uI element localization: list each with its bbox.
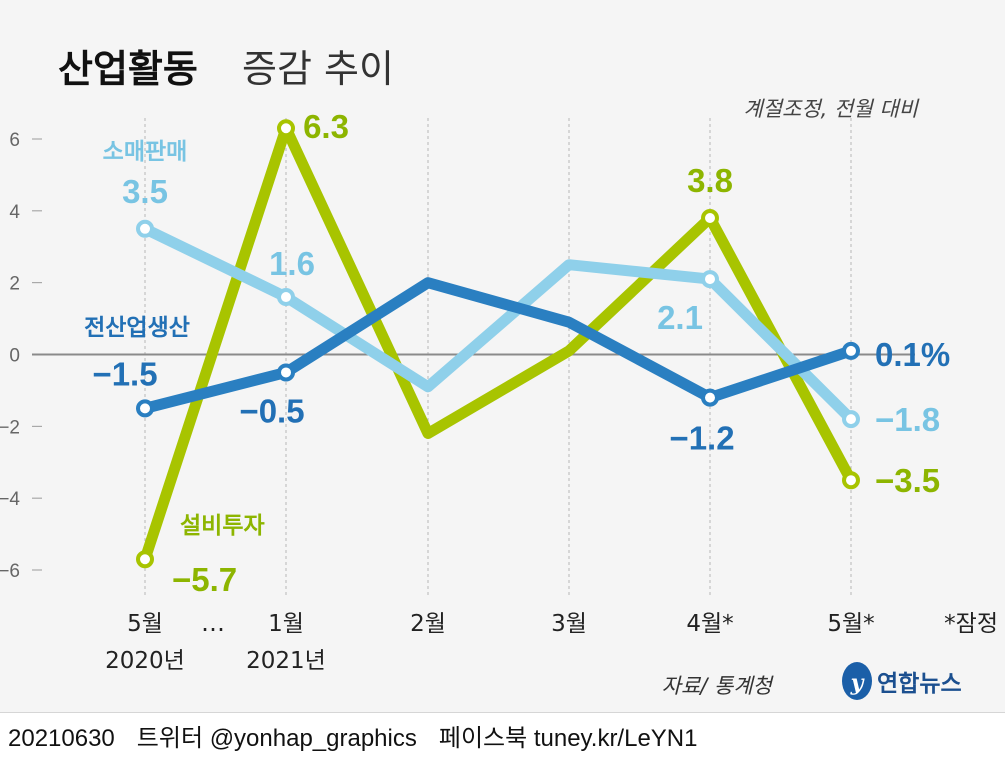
data-label-industrial-production-1: −0.5 bbox=[239, 392, 304, 429]
marker-retail-sales-0 bbox=[136, 219, 154, 238]
marker-industrial-production-1 bbox=[277, 363, 295, 382]
footer-twitter: 트위터 @yonhap_graphics bbox=[136, 725, 417, 752]
series-markers bbox=[136, 119, 860, 569]
x-year-label: 2021년 bbox=[246, 648, 326, 674]
marker-industrial-production-0 bbox=[136, 399, 154, 418]
y-tick-label: 2 bbox=[9, 274, 20, 295]
chart-title-bold: 산업활동 bbox=[58, 47, 198, 91]
data-label-equipment-investment-1: 6.3 bbox=[303, 108, 349, 145]
chart-frame: 산업활동 증감 추이 계절조정, 전월 대비 6 4 2 0 −2 −4 −6 설비투자 −5… bbox=[0, 47, 998, 700]
y-tick-label: −6 bbox=[0, 561, 20, 582]
x-tick-label: 5월 bbox=[127, 611, 163, 637]
data-label-retail-sales-0: 3.5 bbox=[122, 173, 168, 210]
marker-equipment-investment-5 bbox=[842, 471, 860, 490]
data-label-equipment-investment-4: 3.8 bbox=[687, 162, 733, 199]
marker-retail-sales-1 bbox=[277, 288, 295, 307]
x-axis: 5월 2020년 1월 2021년 2월 3월 4월* 5월* bbox=[105, 611, 875, 674]
line-chart: 산업활동 증감 추이 계절조정, 전월 대비 6 4 2 0 −2 −4 −6 설비투자 −5… bbox=[0, 47, 998, 700]
logo-glyph: y bbox=[850, 670, 866, 696]
note-text: 계절조정, 전월 대비 bbox=[743, 97, 919, 121]
data-labels: 설비투자 −5.7 6.3 3.8 −3.5 소매판매 3.5 1.6 2.1 −1.8 전산업생산… bbox=[84, 108, 950, 598]
source-text: 자료/ 통계청 bbox=[662, 674, 775, 698]
x-tick-label: 4월* bbox=[686, 611, 733, 637]
marker-industrial-production-4 bbox=[701, 388, 719, 407]
series-name-equipment-investment: 설비투자 bbox=[180, 513, 265, 539]
data-label-industrial-production-0: −1.5 bbox=[92, 355, 157, 392]
footer-bar: 20210630 트위터 @yonhap_graphics 페이스북 tuney.k… bbox=[0, 712, 1005, 764]
footer-date: 20210630 bbox=[8, 725, 115, 752]
y-tick-label: 0 bbox=[9, 346, 20, 367]
series-lines bbox=[139, 122, 857, 565]
y-tick-label: 4 bbox=[9, 202, 20, 223]
marker-equipment-investment-0 bbox=[136, 550, 154, 569]
logo-text: 연합뉴스 bbox=[877, 671, 962, 697]
provisional-note: *잠정 bbox=[944, 611, 998, 637]
marker-retail-sales-4 bbox=[701, 270, 719, 289]
y-tick-label: −2 bbox=[0, 417, 20, 438]
data-label-equipment-investment-0: −5.7 bbox=[172, 561, 237, 598]
x-ellipsis: … bbox=[201, 609, 225, 637]
marker-industrial-production-5 bbox=[842, 341, 860, 360]
series-line-industrial-production bbox=[139, 277, 857, 414]
marker-equipment-investment-1 bbox=[277, 119, 295, 138]
data-label-industrial-production-5: 0.1% bbox=[875, 336, 950, 373]
y-tick-label: −4 bbox=[0, 489, 20, 510]
marker-equipment-investment-4 bbox=[701, 209, 719, 228]
series-name-retail-sales: 소매판매 bbox=[103, 139, 188, 165]
x-year-label: 2020년 bbox=[105, 648, 185, 674]
x-tick-label: 3월 bbox=[551, 611, 587, 637]
chart-title-rest: 증감 추이 bbox=[242, 47, 394, 91]
marker-retail-sales-5 bbox=[842, 410, 860, 429]
data-label-industrial-production-4: −1.2 bbox=[669, 420, 734, 457]
logo-mark-icon bbox=[842, 662, 872, 700]
y-axis: 6 4 2 0 −2 −4 −6 bbox=[0, 130, 20, 582]
series-line-equipment-investment bbox=[139, 122, 857, 565]
x-tick-label: 2월 bbox=[410, 611, 446, 637]
x-tick-label: 1월 bbox=[268, 611, 304, 637]
y-tick-label: 6 bbox=[9, 130, 20, 151]
data-label-retail-sales-1: 1.6 bbox=[269, 245, 315, 282]
data-label-retail-sales-5: −1.8 bbox=[875, 401, 940, 438]
footer-facebook: 페이스북 tuney.kr/LeYN1 bbox=[438, 725, 698, 752]
series-name-industrial-production: 전산업생산 bbox=[84, 315, 190, 341]
x-tick-label: 5월* bbox=[827, 611, 874, 637]
series-line-retail-sales bbox=[139, 223, 857, 425]
data-label-equipment-investment-5: −3.5 bbox=[875, 462, 940, 499]
yonhap-logo: y 연합뉴스 bbox=[842, 662, 962, 700]
data-label-retail-sales-4: 2.1 bbox=[657, 299, 703, 336]
